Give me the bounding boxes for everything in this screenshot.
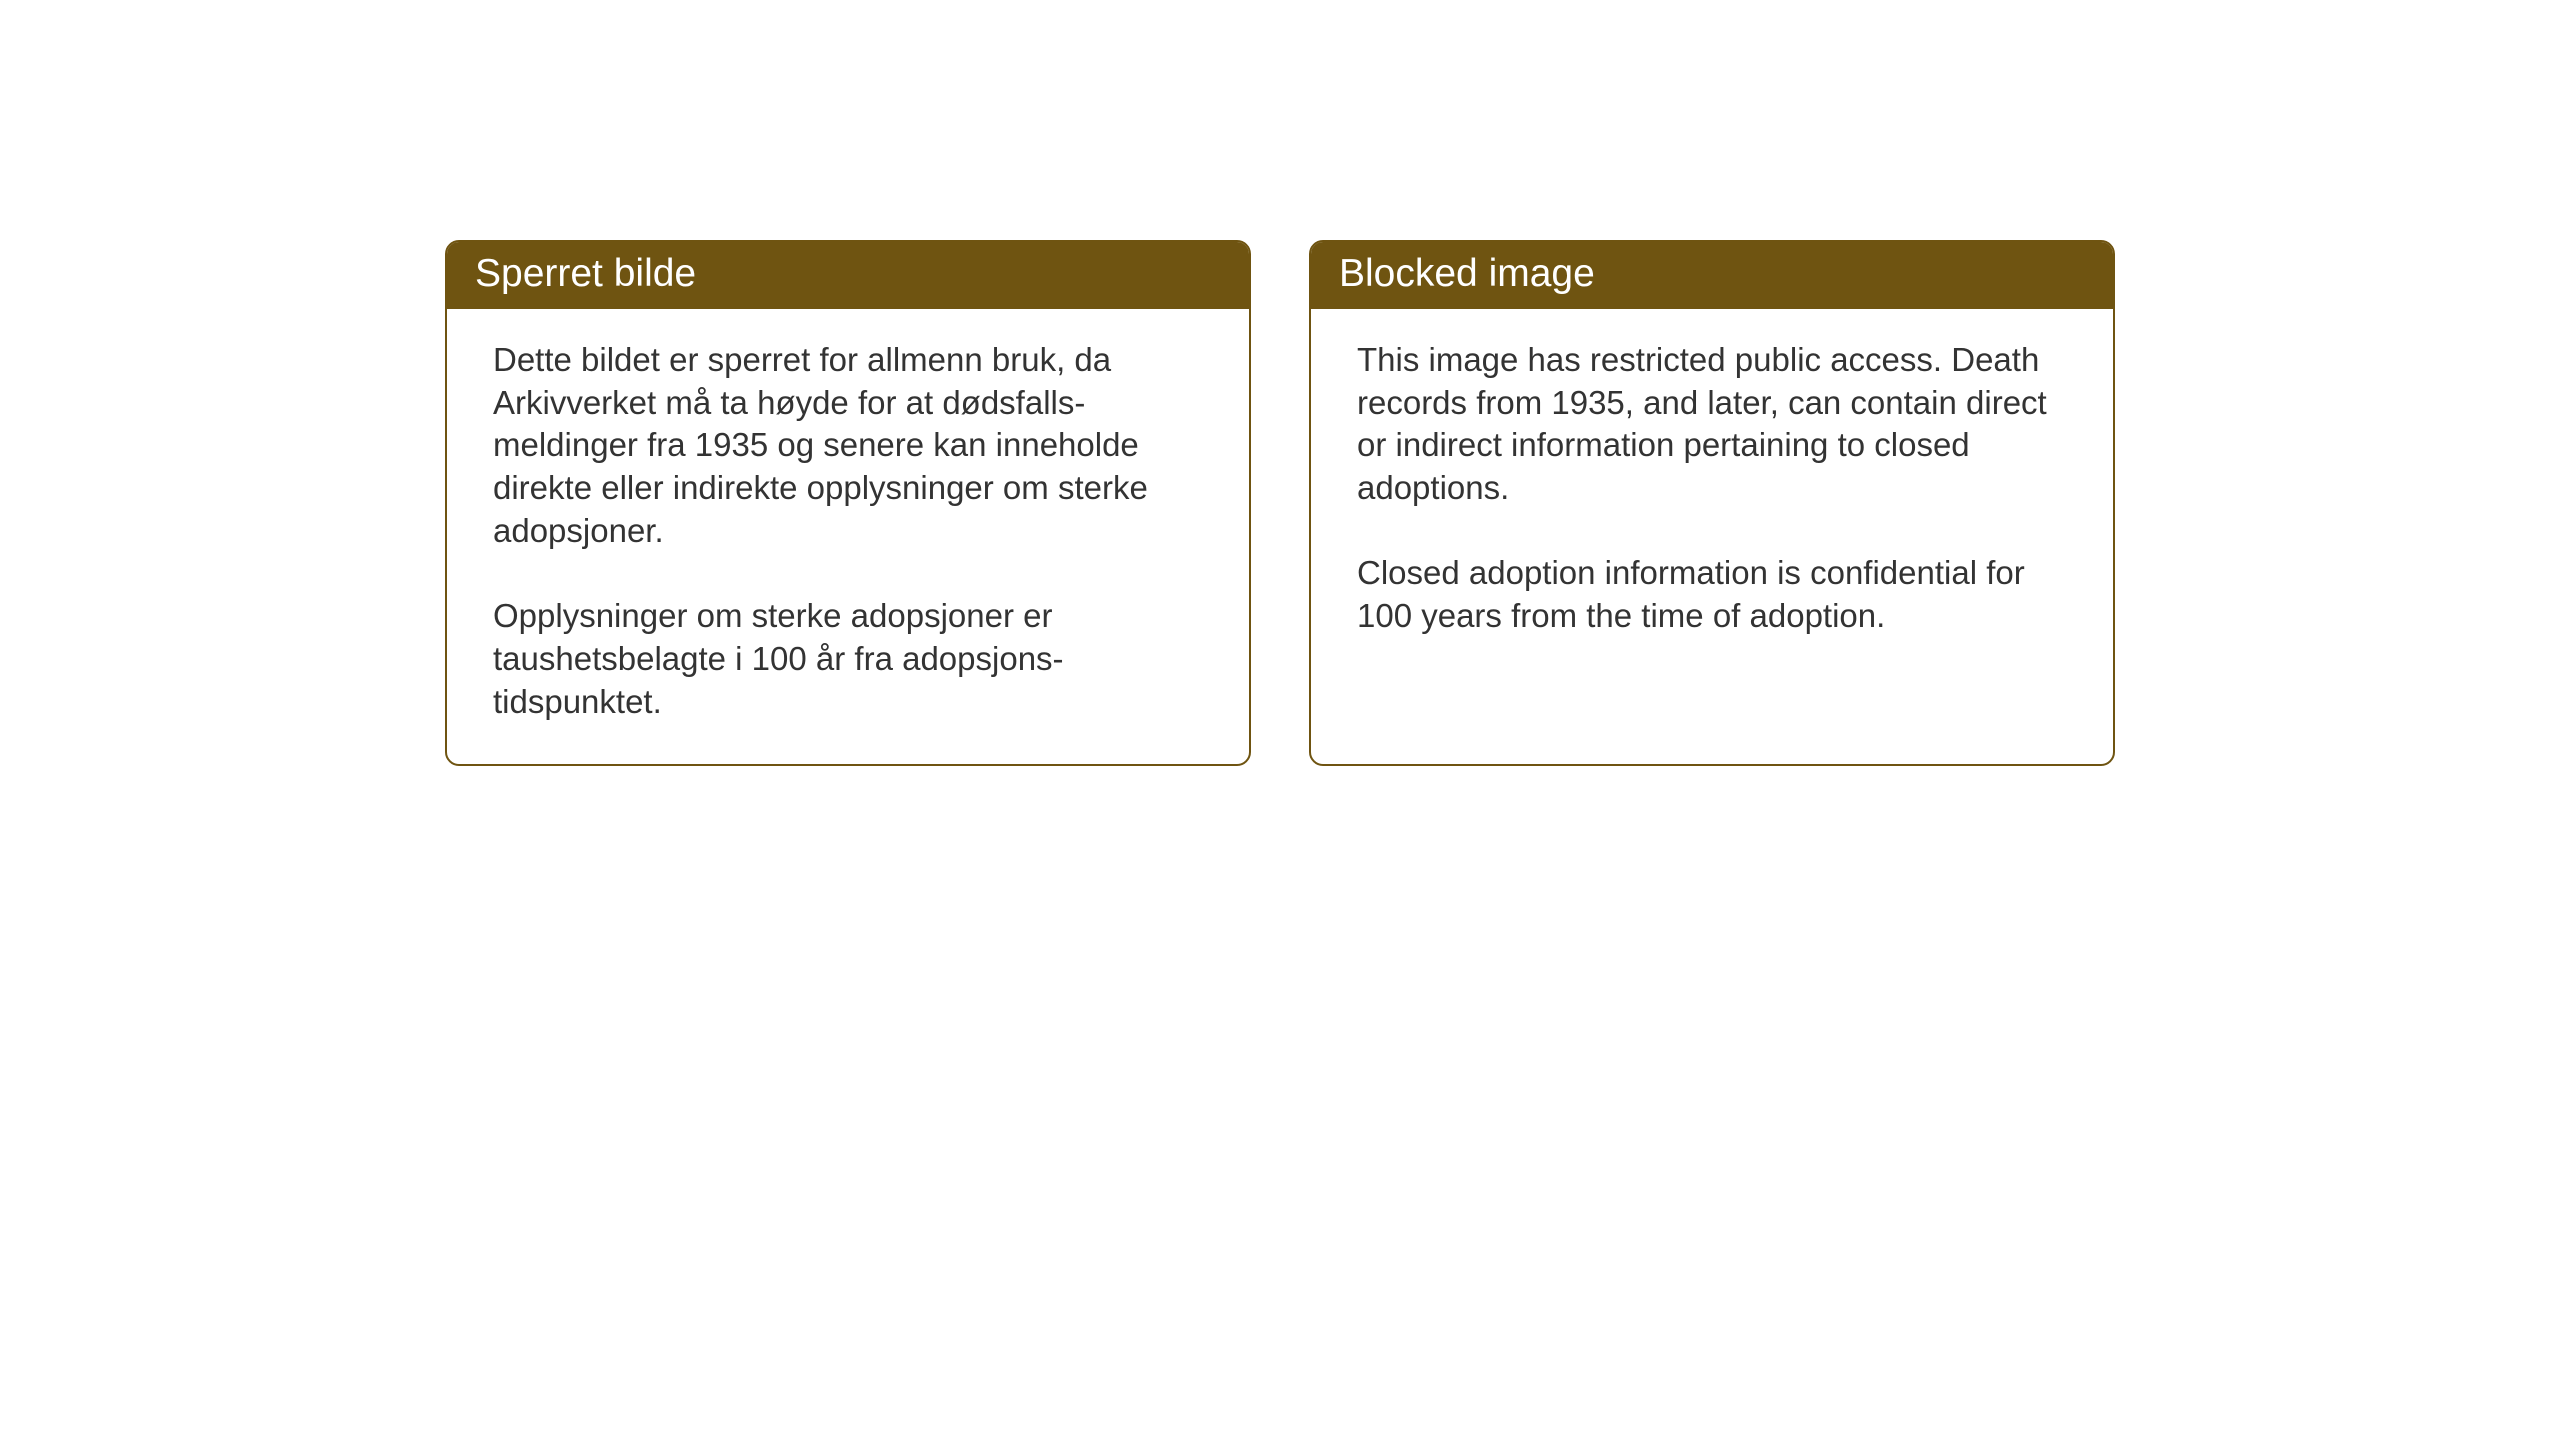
notice-paragraph: Opplysninger om sterke adopsjoner er tau… bbox=[493, 595, 1207, 724]
notice-title-english: Blocked image bbox=[1311, 242, 2113, 309]
notice-card-english: Blocked image This image has restricted … bbox=[1309, 240, 2115, 766]
notice-body-english: This image has restricted public access.… bbox=[1311, 309, 2113, 678]
notice-paragraph: Dette bildet er sperret for allmenn bruk… bbox=[493, 339, 1207, 553]
notice-container: Sperret bilde Dette bildet er sperret fo… bbox=[445, 240, 2115, 766]
notice-body-norwegian: Dette bildet er sperret for allmenn bruk… bbox=[447, 309, 1249, 764]
notice-paragraph: Closed adoption information is confident… bbox=[1357, 552, 2071, 638]
notice-title-norwegian: Sperret bilde bbox=[447, 242, 1249, 309]
notice-card-norwegian: Sperret bilde Dette bildet er sperret fo… bbox=[445, 240, 1251, 766]
notice-paragraph: This image has restricted public access.… bbox=[1357, 339, 2071, 511]
